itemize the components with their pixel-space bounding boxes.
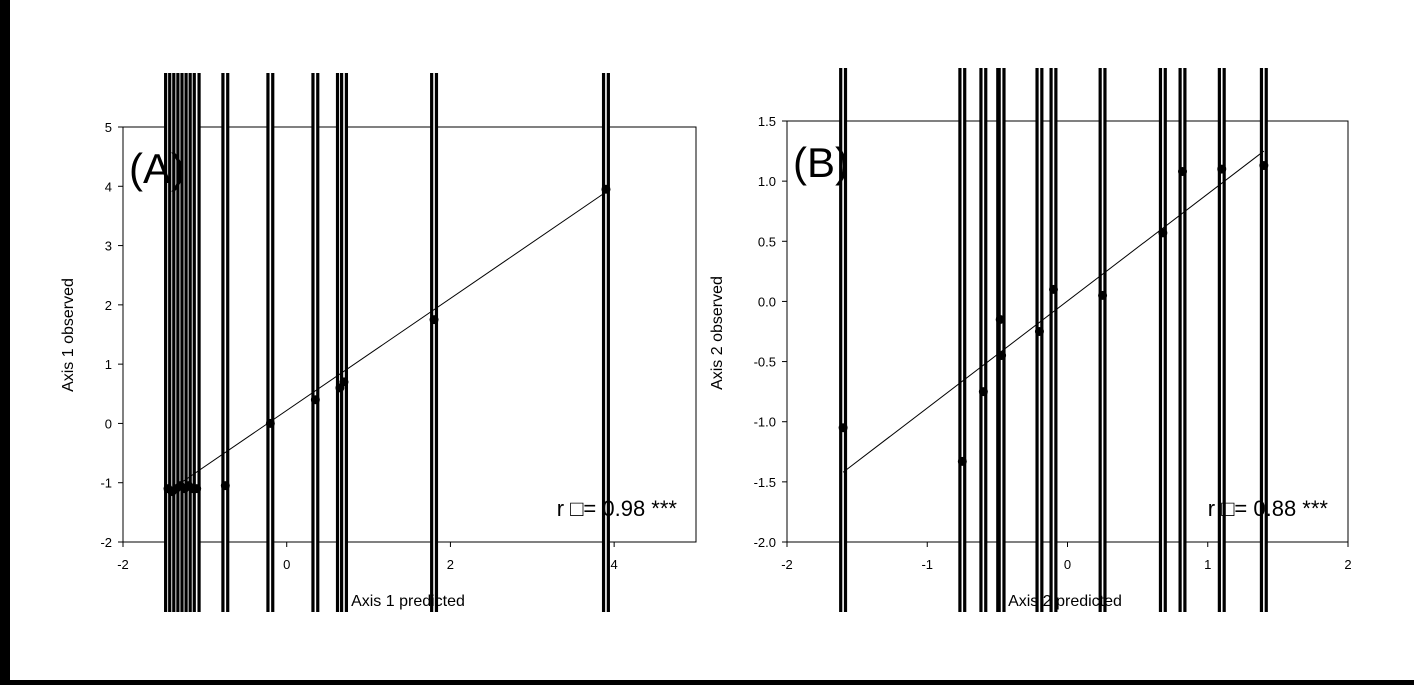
chart-a-vertical-bars	[164, 73, 610, 612]
y-tick-label: -1	[100, 476, 112, 491]
chart-b-points	[838, 161, 1269, 466]
y-tick-label: -1.0	[754, 415, 776, 430]
chart-a-panel-label: (A)	[129, 145, 185, 192]
chart-b-ticks: -2 -1 0 1 2 -2.0 -1.5 -1.0 -0.5 0.0 0.5 1.0 1.5	[754, 114, 1352, 572]
x-tick-label: 2	[1344, 557, 1351, 572]
data-point	[1158, 228, 1168, 238]
chart-a: -2 0 2 4 -2 -1 0 1 2 3 4 5 (A) r □= 0.98 *** Axis 1…	[60, 73, 697, 612]
data-point	[838, 423, 848, 433]
x-tick-label: 0	[1064, 557, 1071, 572]
data-point	[1217, 164, 1227, 174]
chart-a-points	[163, 184, 611, 497]
y-tick-label: 4	[105, 179, 112, 194]
data-point	[220, 481, 230, 491]
x-tick-label: 2	[447, 557, 454, 572]
chart-b-ylabel: Axis 2 observed	[709, 276, 726, 390]
y-tick-label: -2	[100, 535, 112, 550]
figure-svg: -2 0 2 4 -2 -1 0 1 2 3 4 5 (A) r □= 0.98 *** Axis 1…	[60, 68, 1352, 612]
x-tick-label: -1	[921, 557, 933, 572]
x-tick-label: -2	[117, 557, 129, 572]
chart-b-fit-line	[842, 150, 1265, 473]
chart-a-stat-label: r □= 0.98 ***	[557, 496, 678, 521]
data-point	[339, 377, 349, 387]
chart-b-panel-label: (B)	[793, 139, 849, 186]
data-point	[1034, 327, 1044, 336]
x-tick-label: 0	[283, 557, 290, 572]
data-point	[310, 395, 320, 405]
y-tick-label: 0.0	[758, 294, 776, 309]
chart-b-plot-area	[786, 120, 1349, 543]
data-point	[1048, 284, 1058, 294]
data-point	[265, 418, 275, 428]
data-point	[1259, 161, 1269, 171]
data-point	[1178, 167, 1188, 177]
chart-b-vertical-bars	[839, 68, 1268, 612]
chart-a-ticks: -2 0 2 4 -2 -1 0 1 2 3 4 5	[100, 120, 617, 572]
x-tick-label: 1	[1204, 557, 1211, 572]
y-tick-label: 0.5	[758, 234, 776, 249]
data-point	[997, 351, 1007, 361]
figure-canvas: -2 0 2 4 -2 -1 0 1 2 3 4 5 (A) r □= 0.98 *** Axis 1…	[10, 0, 1414, 680]
chart-a-fit-line	[167, 188, 611, 493]
x-tick-label: 4	[611, 557, 618, 572]
data-point	[995, 314, 1005, 324]
y-tick-label: 1	[105, 357, 112, 372]
chart-b: -2 -1 0 1 2-2.0-1.5-1.0-0.50.00.51.01.5 (B) …	[709, 68, 1352, 612]
y-tick-label: 1.0	[758, 174, 776, 189]
data-point	[1098, 290, 1108, 300]
data-point	[601, 184, 611, 194]
y-tick-label: 1.5	[758, 114, 776, 129]
chart-a-ylabel: Axis 1 observed	[60, 278, 77, 392]
chart-a-xlabel: Axis 1 predicted	[351, 593, 465, 610]
y-tick-label: 0	[105, 416, 112, 431]
x-tick-label: -2	[781, 557, 793, 572]
chart-b-stat-label: r □= 0.88 ***	[1208, 496, 1329, 521]
y-tick-label: -0.5	[754, 355, 776, 370]
data-point	[192, 484, 202, 494]
y-tick-label: 5	[105, 120, 112, 135]
chart-b-xlabel: Axis 2 predicted	[1008, 593, 1122, 610]
data-point	[957, 456, 967, 466]
y-tick-label: 2	[105, 298, 112, 313]
y-tick-label: -1.5	[754, 475, 776, 490]
data-point	[429, 315, 439, 325]
y-tick-label: 3	[105, 239, 112, 254]
y-tick-label: -2.0	[754, 535, 776, 550]
data-point	[978, 387, 988, 397]
